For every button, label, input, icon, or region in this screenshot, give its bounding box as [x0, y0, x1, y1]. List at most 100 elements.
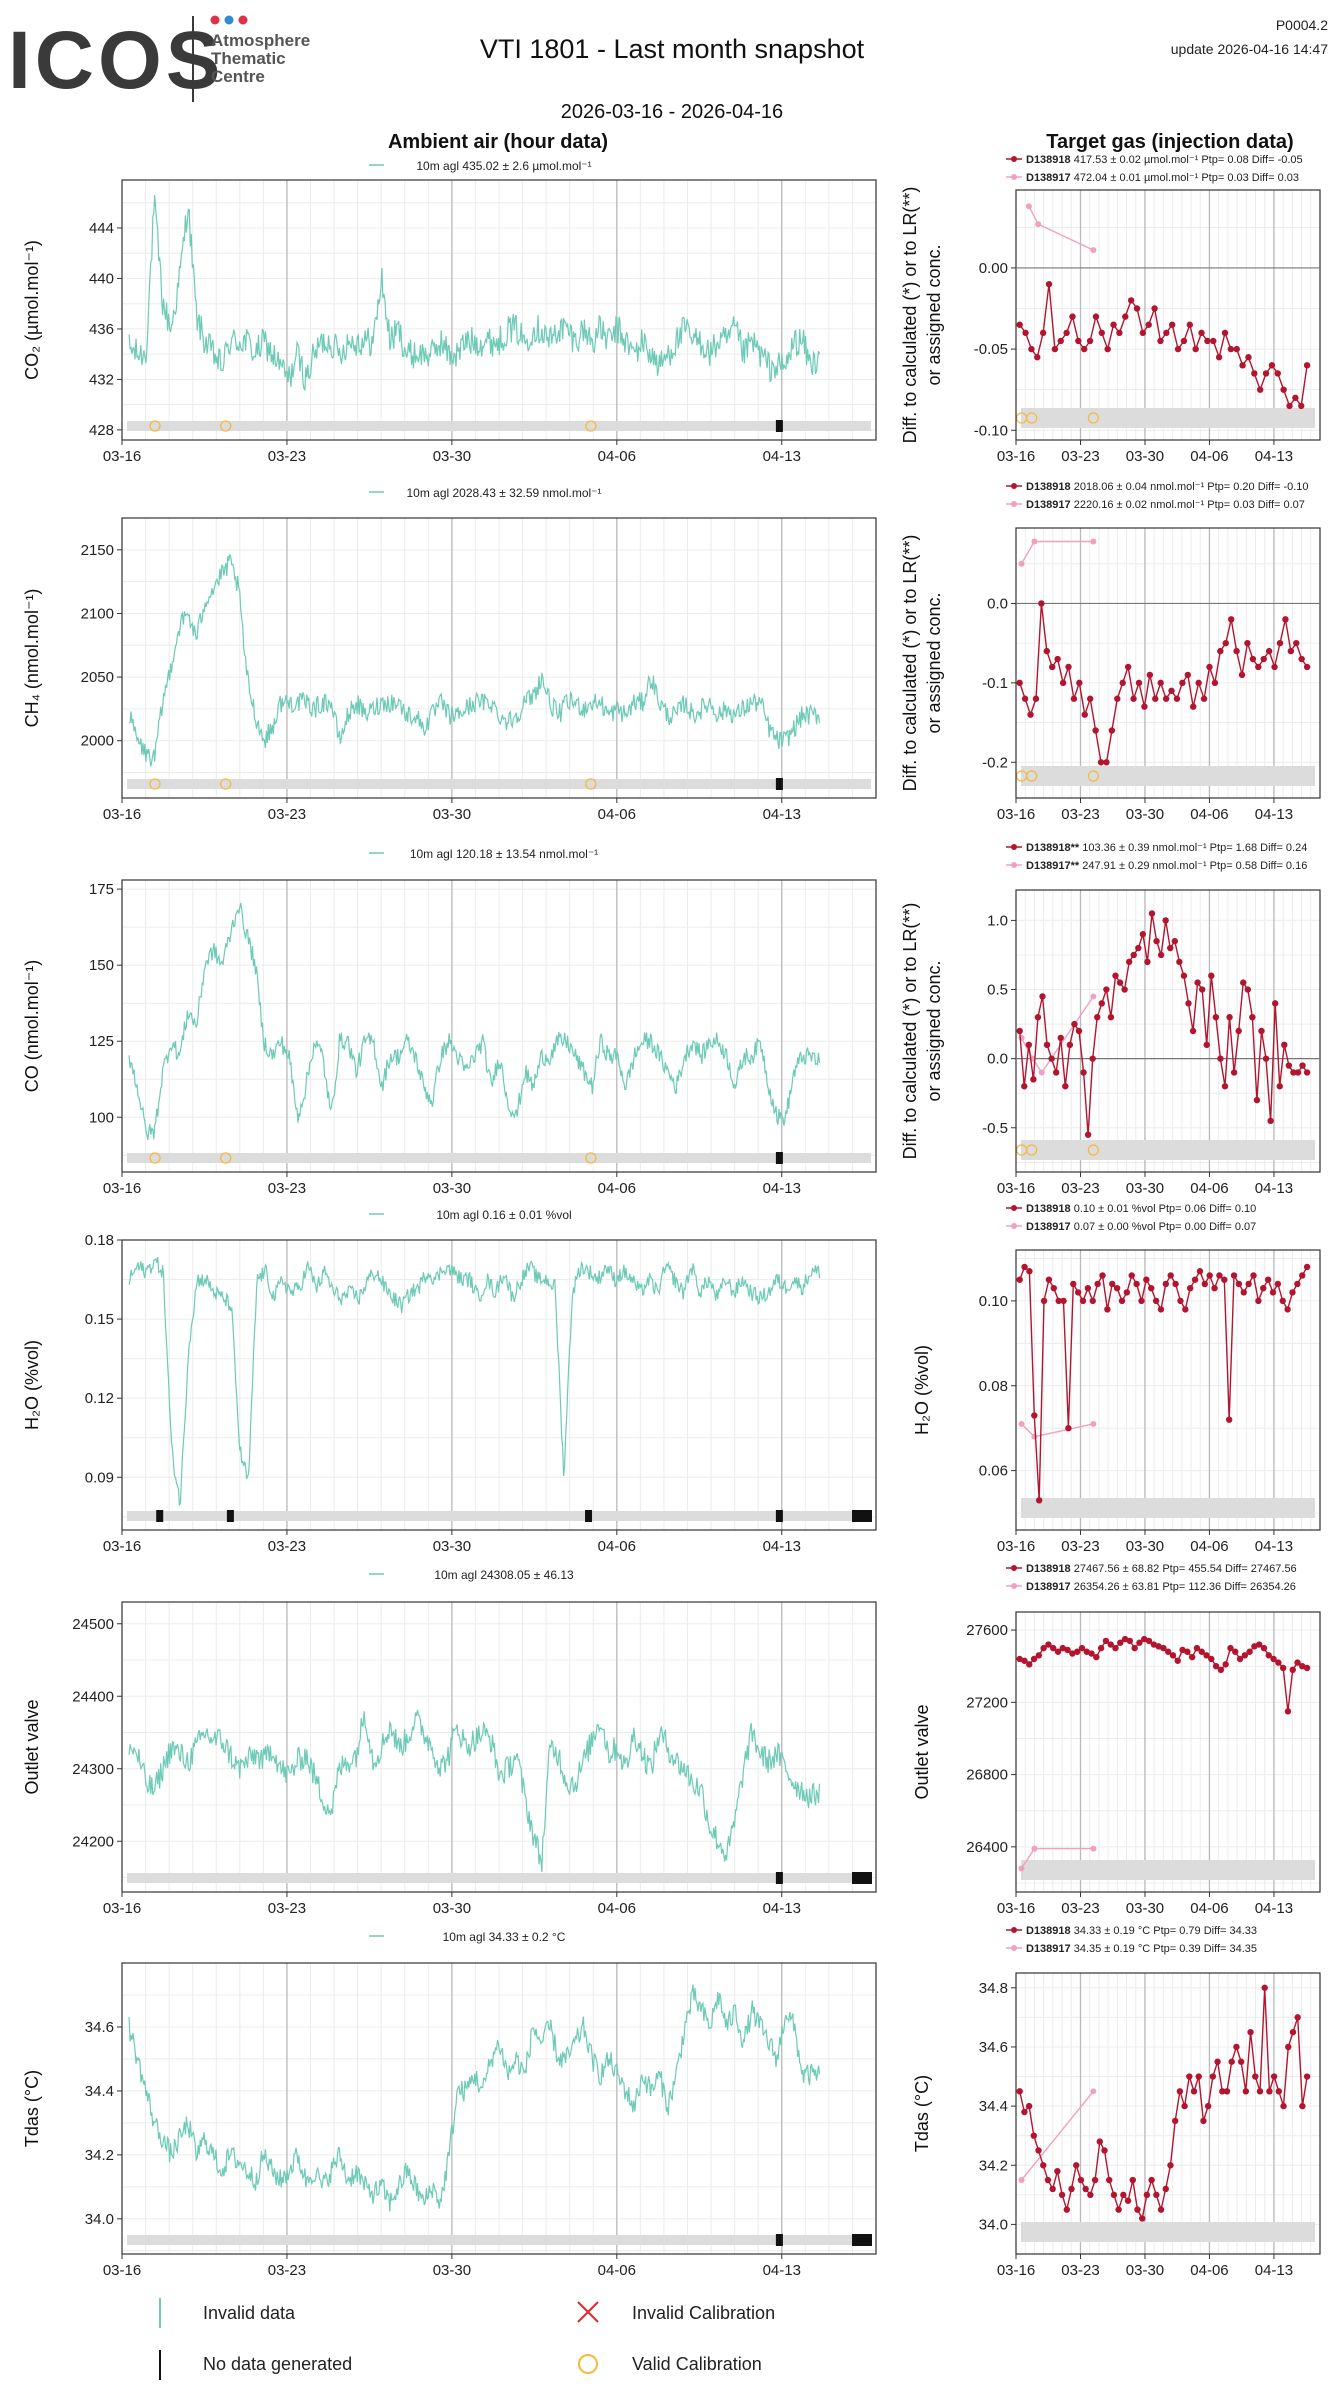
y-tick-label: 34.0	[85, 2211, 114, 2228]
target-series-1-point	[1204, 2102, 1212, 2110]
x-tick-label: 03-30	[1126, 448, 1164, 465]
target-series-1-point	[1222, 639, 1229, 647]
x-tick-label: 03-30	[433, 2262, 471, 2279]
target-cylinder-id: D138917	[1026, 499, 1071, 511]
plot-frame	[1015, 1611, 1321, 1893]
target-legend-text: D138918 2018.06 ± 0.04 nmol.mol⁻¹ Ptp= 0…	[1026, 481, 1309, 493]
y-tick-label: 1.0	[987, 912, 1008, 929]
y-tick-label: 0.15	[85, 1311, 114, 1328]
target-series-1-point	[1208, 972, 1215, 979]
target-series-1-point	[1104, 1306, 1111, 1313]
y-tick-label: 34.0	[979, 2216, 1008, 2233]
ambient-series-line	[128, 554, 821, 767]
target-series-1-point	[1169, 1652, 1177, 1659]
target-stats: 417.53 ± 0.02 µmol.mol⁻¹ Ptp= 0.08 Diff=…	[1071, 154, 1303, 166]
target-series-1-point	[1063, 2206, 1071, 2213]
panel-td_left: 34.0 34.2 34.4 34.6 03-16 03-23 03-30 04-06 04-1…	[22, 1930, 877, 2279]
flag-bar	[127, 421, 871, 431]
target-series-1-point	[1188, 1653, 1196, 1661]
target-series-1-point	[1143, 1276, 1150, 1283]
target-series-2-point	[1038, 1069, 1045, 1076]
target-series-1-point	[1115, 2206, 1122, 2213]
target-series-1-point	[1141, 703, 1148, 710]
target-series-1-point	[1025, 1041, 1033, 1049]
x-tick-label: 03-16	[103, 2262, 141, 2279]
target-series-1-point	[1139, 931, 1147, 938]
target-series-1-point	[1233, 647, 1240, 655]
y-tick-label: 440	[89, 270, 114, 287]
target-series-1-point	[1063, 329, 1070, 337]
target-series-1-point	[1120, 2191, 1127, 2199]
header: ICOS Atmosphere Thematic Centre VTI 1801…	[8, 15, 1328, 153]
target-series-1-point	[1221, 1276, 1228, 1283]
y-tick-label: 34.8	[979, 1980, 1008, 1997]
target-series-1-point	[1035, 1652, 1043, 1659]
ambient-series-line	[128, 1256, 821, 1506]
target-series-1-point	[1162, 1280, 1170, 1288]
y-tick-label: 2050	[81, 669, 114, 686]
y-tick-label: 0.10	[979, 1293, 1008, 1310]
plot-frame	[1015, 889, 1321, 1173]
target-series-2-point	[1090, 538, 1097, 545]
target-series-1-point	[1108, 727, 1116, 734]
y-tick-label: 34.4	[979, 2098, 1008, 2115]
x-tick-label: 03-30	[433, 448, 471, 465]
target-series-1-point	[1256, 2088, 1264, 2095]
target-series-1-point	[1184, 671, 1191, 679]
target-cylinder-id: D138917	[1026, 1943, 1071, 1955]
y-tick-label: 24400	[72, 1688, 114, 1705]
y-tick-label: 34.6	[979, 2039, 1008, 2056]
target-series-1-point	[1226, 1013, 1233, 1021]
y-tick-label: 175	[89, 881, 114, 898]
target-stats: 472.04 ± 0.01 µmol.mol⁻¹ Ptp= 0.03 Diff=…	[1071, 172, 1299, 184]
no-data-marker	[852, 2234, 872, 2246]
target-series-1-point	[1089, 1055, 1096, 1062]
page-title: VTI 1801 - Last month snapshot	[480, 34, 865, 64]
y-tick-label: -0.10	[974, 422, 1008, 439]
x-tick-label: 03-23	[268, 448, 306, 465]
target-series-1-point	[1237, 2058, 1245, 2065]
target-series-1-point	[1180, 972, 1188, 979]
target-series-1-point	[1128, 1272, 1135, 1279]
target-series-1-point	[1139, 329, 1147, 337]
x-tick-label: 03-23	[1061, 806, 1099, 823]
target-series-1-point	[1222, 1661, 1229, 1668]
target-series-1-point	[1054, 655, 1061, 663]
target-series-1-point	[1069, 313, 1076, 320]
y-axis-label: Outlet valve	[22, 1699, 42, 1794]
target-series-1-point	[1209, 2073, 1217, 2080]
target-series-1-point	[1206, 1272, 1213, 1279]
target-series-1-point	[1157, 679, 1164, 687]
target-series-1-point	[1194, 979, 1201, 986]
x-tick-label: 03-23	[1061, 448, 1099, 465]
target-series-1-point	[1117, 1639, 1124, 1646]
target-series-1-point	[1086, 695, 1094, 702]
y-tick-label: -0.5	[982, 1120, 1008, 1137]
target-series-1-point	[1245, 1280, 1252, 1288]
target-series-1-point	[1130, 695, 1137, 702]
target-series-1-point	[1217, 647, 1224, 655]
target-series-1-point	[1086, 337, 1094, 345]
target-series-1-point	[1157, 1306, 1165, 1313]
target-series-2-line	[1020, 996, 1094, 1074]
target-series-1-point	[1094, 1280, 1101, 1288]
target-series-1-point	[1030, 2132, 1038, 2139]
target-series-1-point	[1303, 663, 1311, 671]
no-data-marker	[585, 1510, 593, 1522]
target-series-1-point	[1044, 2176, 1052, 2184]
target-series-1-point	[1079, 1297, 1087, 1305]
target-series-1-point	[1298, 655, 1305, 663]
target-series-1-point	[1043, 1041, 1051, 1049]
target-series-2-point	[1031, 1433, 1038, 1440]
update-time: update 2026-04-16 14:47	[1171, 41, 1328, 57]
target-series-1-point	[1157, 337, 1164, 345]
x-tick-label: 04-13	[763, 1538, 801, 1555]
target-series-2-point	[1018, 2177, 1025, 2184]
target-series-1-point	[1238, 671, 1246, 679]
target-series-1-point	[1045, 1641, 1052, 1648]
target-series-1-point	[1269, 1289, 1277, 1296]
target-series-1-point	[1038, 600, 1045, 607]
target-series-1-point	[1098, 329, 1106, 337]
ambient-series-line	[128, 902, 821, 1141]
target-series-1-point	[1039, 993, 1046, 1000]
